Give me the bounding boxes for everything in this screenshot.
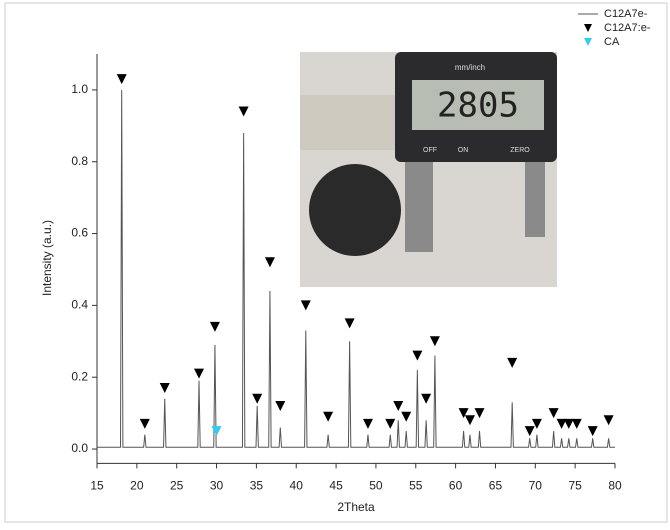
legend-label: CA <box>604 36 620 48</box>
peak-marker <box>458 408 469 419</box>
peak-marker <box>587 426 598 437</box>
peak-marker <box>524 426 535 437</box>
inset-text: ZERO <box>510 147 530 154</box>
x-tick-label: 50 <box>369 479 383 493</box>
ruler <box>300 95 410 150</box>
peak-marker <box>548 408 559 419</box>
inset-text: mm/inch <box>455 63 485 72</box>
peak-marker <box>464 415 475 426</box>
peak-marker <box>194 368 205 379</box>
peak-marker <box>159 382 170 393</box>
peak-marker <box>474 408 485 419</box>
y-tick-label: 0.6 <box>71 226 88 240</box>
inset-photo: mm/inch 2805 OFF ON ZERO <box>300 52 557 287</box>
x-tick-label: 70 <box>529 479 543 493</box>
peak-marker <box>344 318 355 329</box>
peak-marker <box>571 418 582 429</box>
caliper-jaw <box>405 162 433 252</box>
x-tick-label: 40 <box>290 479 304 493</box>
legend-swatch <box>584 24 592 32</box>
y-tick-label: 0.8 <box>71 154 88 168</box>
inset-text: 2805 <box>437 86 519 126</box>
y-tick-label: 1.0 <box>71 82 88 96</box>
legend-swatch <box>584 38 592 46</box>
peak-marker <box>531 418 542 429</box>
peak-marker <box>209 321 220 332</box>
x-axis-title: 2Theta <box>337 500 375 514</box>
peak-marker <box>603 415 614 426</box>
y-tick-label: 0.2 <box>71 369 88 383</box>
peak-marker <box>385 418 396 429</box>
peak-marker <box>323 411 334 422</box>
peak-marker <box>412 350 423 361</box>
peak-marker <box>563 418 574 429</box>
x-tick-label: 20 <box>130 479 144 493</box>
caliper-jaw <box>525 162 545 237</box>
pattern-line <box>97 89 615 448</box>
x-tick-label: 35 <box>250 479 264 493</box>
inset-text: ON <box>458 147 469 154</box>
peak-marker <box>300 300 311 311</box>
caliper-screen <box>412 80 544 130</box>
peak-marker <box>264 257 275 268</box>
peak-marker <box>556 418 567 429</box>
legend-label: C12A7e- <box>604 8 648 20</box>
peak-marker <box>401 411 412 422</box>
x-tick-label: 45 <box>329 479 343 493</box>
sample-disk <box>309 164 401 256</box>
peak-marker <box>139 418 150 429</box>
peak-marker <box>507 357 518 368</box>
x-tick-label: 65 <box>489 479 503 493</box>
peak-marker <box>116 74 127 85</box>
x-tick-label: 30 <box>210 479 224 493</box>
x-tick-label: 80 <box>608 479 622 493</box>
peak-marker <box>238 106 249 117</box>
y-axis-title: Intensity (a.u.) <box>40 220 54 296</box>
y-tick-label: 0.4 <box>71 298 88 312</box>
x-tick-label: 25 <box>170 479 184 493</box>
peak-marker <box>393 400 404 411</box>
peak-marker <box>429 336 440 347</box>
peak-marker <box>421 393 432 404</box>
x-tick-label: 75 <box>568 479 582 493</box>
y-tick-label: 0.0 <box>71 441 88 455</box>
x-tick-label: 60 <box>449 479 463 493</box>
x-tick-label: 15 <box>90 479 104 493</box>
peak-marker <box>211 426 222 437</box>
inset-text: OFF <box>423 147 437 154</box>
peak-marker <box>362 418 373 429</box>
x-tick-label: 55 <box>409 479 423 493</box>
peak-marker <box>275 400 286 411</box>
legend-label: C12A7:e- <box>604 22 651 34</box>
peak-marker <box>252 393 263 404</box>
